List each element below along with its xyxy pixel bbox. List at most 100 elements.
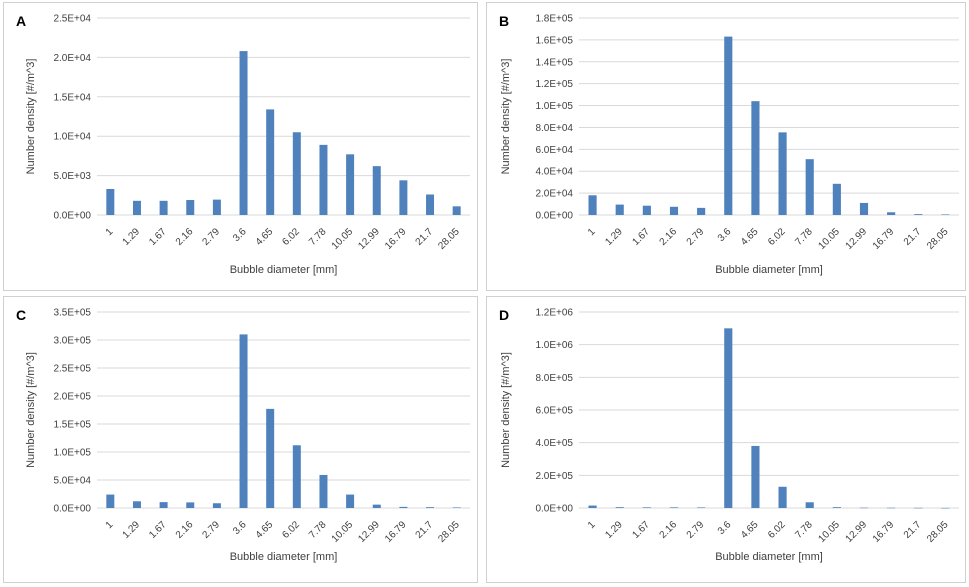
- bar: [941, 507, 950, 509]
- y-tick-label: 1.0E+05: [53, 448, 91, 459]
- x-tick-label: 4.65: [739, 226, 761, 248]
- y-tick-label: 2.0E+05: [535, 471, 573, 482]
- chart-panel-a: A 0.0E+00 5.0E+03 1.0E+04 1.5E+04 2.0E+04 2.5…: [3, 2, 478, 291]
- bar: [186, 200, 195, 215]
- bar: [346, 494, 355, 508]
- x-tick-label: 10.05: [817, 226, 843, 252]
- y-tick-label: 1.5E+04: [53, 92, 91, 103]
- bar: [372, 166, 381, 215]
- chart-panel-d: D 0.0E+00 2.0E+05 4.0E+05 6.0E+05 8.0E+05 1.0…: [486, 296, 966, 583]
- bar: [426, 194, 435, 215]
- bar: [751, 101, 760, 215]
- y-tick-label: 4.0E+04: [535, 167, 573, 178]
- x-tick-label: 2.79: [200, 519, 222, 541]
- x-tick-label: 16.79: [383, 226, 409, 252]
- x-tick-label: 7.78: [793, 519, 815, 541]
- x-tick-label: 28.05: [436, 226, 462, 252]
- bar: [941, 214, 950, 215]
- x-tick-label: 2.16: [658, 519, 680, 541]
- bar: [186, 502, 195, 508]
- y-tick-label: 1.2E+06: [535, 308, 573, 319]
- y-tick-label: 1.8E+05: [535, 14, 573, 25]
- bar: [399, 506, 408, 508]
- y-tick-label: 2.0E+04: [53, 53, 91, 64]
- bar: [266, 408, 275, 508]
- y-tick-label: 3.0E+05: [53, 336, 91, 347]
- bar: [724, 328, 733, 508]
- bar-chart: 0.0E+00 5.0E+03 1.0E+04 1.5E+04 2.0E+04 2.5E+…: [25, 14, 470, 276]
- bar: [588, 195, 597, 215]
- bar-chart: 0.0E+00 2.0E+05 4.0E+05 6.0E+05 8.0E+05 1.0E+…: [500, 308, 959, 563]
- x-tick-label: 1.67: [147, 519, 169, 541]
- y-axis-title: Number density [#/m^3]: [25, 352, 37, 468]
- x-tick-label: 4.65: [254, 519, 276, 541]
- y-tick-label: 8.0E+05: [535, 373, 573, 384]
- y-tick-label: 5.0E+03: [53, 171, 91, 182]
- x-tick-label: 10.05: [330, 519, 356, 545]
- bar: [346, 154, 355, 215]
- x-tick-label: 6.02: [280, 226, 302, 248]
- x-tick-label: 1: [586, 226, 598, 238]
- y-tick-label: 0.0E+00: [53, 504, 91, 515]
- x-tick-label: 3.6: [231, 519, 249, 537]
- bar: [751, 445, 760, 508]
- bar: [399, 180, 408, 215]
- x-tick-label: 1.29: [121, 519, 143, 541]
- y-axis-title: Number density [#/m^3]: [500, 352, 512, 468]
- y-tick-label: 4.0E+05: [535, 438, 573, 449]
- x-tick-label: 12.99: [844, 519, 870, 545]
- x-tick-label: 6.02: [766, 519, 788, 541]
- bar: [588, 505, 597, 508]
- x-tick-label: 1.29: [603, 226, 625, 248]
- bar: [669, 507, 679, 508]
- x-tick-label: 2.16: [174, 226, 196, 248]
- bar: [697, 207, 706, 215]
- bar: [859, 507, 869, 509]
- y-tick-label: 0.0E+00: [535, 211, 573, 222]
- x-tick-label: 3.6: [716, 226, 734, 244]
- x-tick-label: 2.79: [200, 226, 222, 248]
- chart-panel-b: B 0.0E+00 2.0E+04 4.0E+04 6.0E+04 8.0E+04 1.0…: [486, 2, 966, 291]
- y-tick-label: 5.0E+04: [53, 476, 91, 487]
- panel-label: C: [16, 307, 27, 323]
- x-tick-label: 7.78: [793, 226, 815, 248]
- x-tick-label: 1.67: [630, 226, 652, 248]
- panel-label: B: [499, 13, 510, 29]
- y-tick-label: 0.0E+00: [535, 504, 573, 515]
- bar: [159, 200, 168, 215]
- bar-chart: 0.0E+00 5.0E+04 1.0E+05 1.5E+05 2.0E+05 2.5E+…: [25, 308, 470, 563]
- chart-panel-c: C 0.0E+00 5.0E+04 1.0E+05 1.5E+05 2.0E+05 2.5…: [3, 296, 478, 583]
- bar: [914, 507, 923, 509]
- x-tick-label: 1: [586, 519, 598, 531]
- bar: [106, 188, 115, 215]
- y-tick-label: 2.5E+05: [53, 364, 91, 375]
- x-tick-label: 12.99: [844, 226, 870, 252]
- y-tick-label: 1.6E+05: [535, 35, 573, 46]
- x-tick-label: 3.6: [231, 226, 249, 244]
- x-tick-label: 1: [104, 519, 116, 531]
- bar: [832, 183, 841, 215]
- x-tick-label: 12.99: [356, 226, 382, 252]
- bar: [212, 503, 221, 508]
- y-tick-label: 1.0E+06: [535, 340, 573, 351]
- y-tick-label: 8.0E+04: [535, 123, 573, 134]
- x-tick-label: 28.05: [436, 519, 462, 545]
- x-tick-label: 1.67: [630, 519, 652, 541]
- bar: [372, 504, 381, 508]
- y-tick-label: 2.5E+04: [53, 14, 91, 25]
- bar: [452, 206, 461, 215]
- bar: [239, 51, 248, 215]
- x-tick-label: 16.79: [871, 226, 897, 252]
- bar: [212, 199, 221, 215]
- y-tick-label: 1.2E+05: [535, 79, 573, 90]
- y-tick-label: 1.0E+04: [53, 132, 91, 143]
- bar: [642, 205, 651, 215]
- bar: [159, 502, 168, 508]
- x-tick-label: 1.29: [603, 519, 625, 541]
- x-axis-title: Bubble diameter [mm]: [715, 551, 823, 563]
- y-tick-label: 1.5E+05: [53, 420, 91, 431]
- x-tick-label: 16.79: [871, 519, 897, 545]
- bar: [887, 507, 896, 509]
- y-tick-label: 6.0E+04: [535, 145, 573, 156]
- x-tick-label: 2.16: [174, 519, 196, 541]
